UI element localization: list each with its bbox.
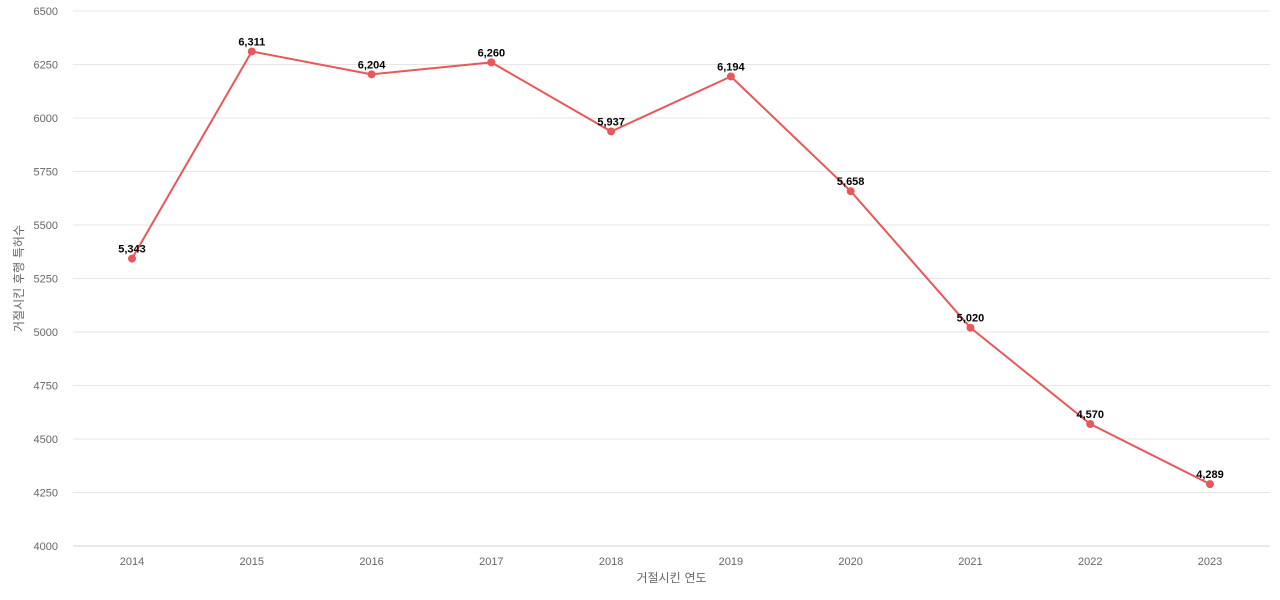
x-tick-label: 2017: [479, 556, 503, 568]
y-tick-label: 5500: [34, 220, 58, 232]
y-tick-label: 5750: [34, 167, 58, 179]
data-label: 4,570: [1076, 409, 1104, 421]
x-axis-ticks: 2014 2015 2016 2017 2018 2019 2020 2021 2022 2023: [120, 556, 1222, 568]
grid-lines: [73, 10, 1270, 493]
data-labels: 5,343 6,311 6,204 6,260 5,937 6,194 5,658 5,020…: [118, 36, 1224, 481]
data-point[interactable]: [607, 127, 616, 136]
data-point[interactable]: [128, 254, 136, 263]
y-tick-label: 4000: [34, 541, 58, 553]
y-axis-title: 거절시킨 후행 특허수: [11, 225, 26, 332]
x-tick-label: 2021: [958, 556, 982, 568]
data-point[interactable]: [487, 58, 496, 67]
data-label: 5,937: [597, 116, 625, 128]
data-label: 6,194: [717, 61, 745, 73]
x-tick-label: 2016: [359, 556, 383, 568]
data-label: 4,289: [1196, 469, 1224, 481]
x-tick-label: 2014: [120, 556, 144, 568]
data-point[interactable]: [247, 47, 256, 56]
x-tick-label: 2020: [838, 556, 862, 568]
x-tick-label: 2023: [1198, 556, 1222, 568]
y-tick-label: 5000: [34, 327, 58, 339]
x-tick-label: 2019: [719, 556, 743, 568]
data-point[interactable]: [367, 70, 376, 79]
x-axis-title: 거절시킨 연도: [636, 571, 706, 585]
y-tick-label: 6250: [34, 60, 58, 72]
y-axis-ticks: 4000 4250 4500 4750 5000 5250 5500 5750 6000 6250…: [34, 6, 58, 553]
data-label: 5,658: [837, 176, 865, 188]
data-label: 6,311: [238, 36, 265, 48]
data-point[interactable]: [1206, 480, 1214, 489]
y-tick-label: 6500: [34, 6, 58, 18]
data-point[interactable]: [726, 72, 735, 81]
series-line: [131, 50, 1211, 486]
x-tick-label: 2022: [1078, 556, 1102, 568]
data-label: 5,020: [957, 313, 985, 325]
y-tick-label: 6000: [34, 113, 58, 125]
y-tick-label: 4750: [34, 381, 58, 393]
data-label: 6,204: [358, 59, 386, 71]
x-tick-label: 2015: [240, 556, 264, 568]
x-tick-label: 2018: [599, 556, 623, 568]
data-point[interactable]: [846, 187, 855, 196]
series-layer: [128, 47, 1214, 489]
data-label: 5,343: [118, 244, 146, 256]
y-tick-label: 5250: [34, 274, 58, 286]
y-tick-label: 4500: [34, 434, 58, 446]
data-point[interactable]: [966, 323, 975, 332]
data-point[interactable]: [1086, 420, 1095, 429]
y-tick-label: 4250: [34, 488, 58, 500]
data-label: 6,260: [478, 47, 506, 59]
